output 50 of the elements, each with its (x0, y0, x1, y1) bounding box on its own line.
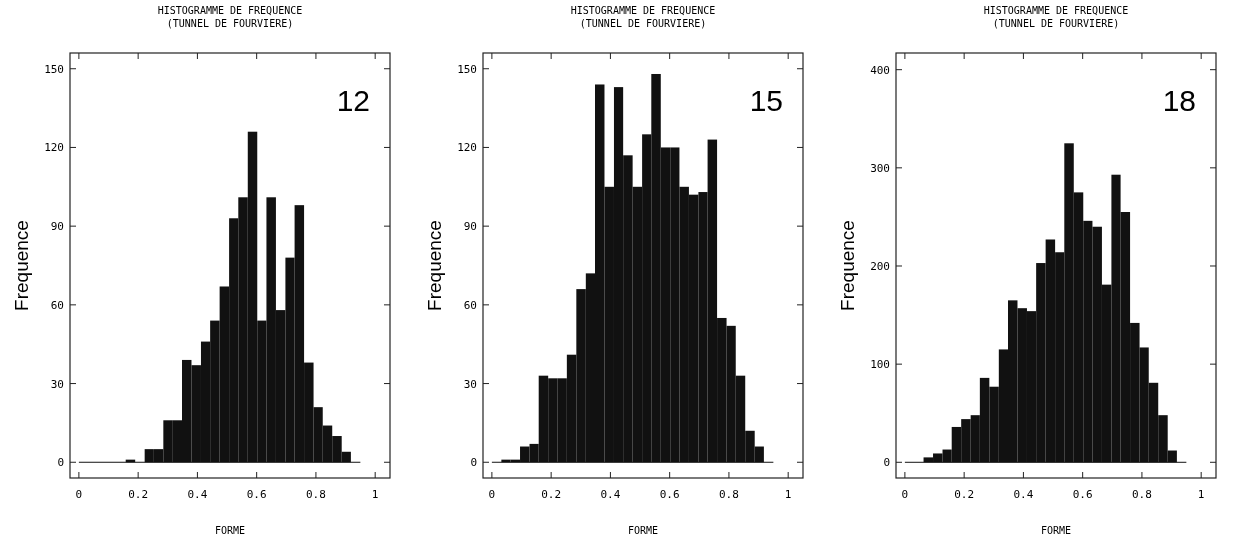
y-tick-label: 0 (883, 456, 890, 470)
chart-title: HISTOGRAMME DE FREQUENCE (570, 5, 716, 16)
chart-subtitle: (TUNNEL DE FOURVIERE) (166, 18, 294, 29)
y-tick-label: 90 (50, 220, 64, 234)
y-tick-label: 120 (44, 141, 64, 155)
y-tick-label: 300 (870, 161, 890, 175)
x-tick-label: 0.6 (246, 488, 267, 501)
y-tick-label: 60 (463, 298, 477, 312)
x-tick-label: 0.2 (128, 488, 149, 501)
x-tick-label: 1 (371, 488, 379, 501)
x-tick-label: 0.2 (954, 488, 975, 501)
x-tick-label: 0.4 (187, 488, 208, 501)
y-tick-label: 200 (870, 259, 890, 273)
y-tick-label: 400 (870, 63, 890, 77)
y-tick-label: 60 (50, 298, 64, 312)
chart-subtitle: (TUNNEL DE FOURVIERE) (992, 18, 1120, 29)
y-axis-title: Frequence (11, 220, 32, 311)
x-tick-label: 1 (784, 488, 792, 501)
x-tick-label: 0.6 (1072, 488, 1093, 501)
x-tick-label: 0.8 (718, 488, 739, 501)
annotation: 12 (336, 84, 370, 117)
x-tick-label: 0.8 (305, 488, 326, 501)
x-tick-label: 0 (901, 488, 909, 501)
x-tick-label: 0 (488, 488, 496, 501)
y-tick-label: 90 (463, 220, 477, 234)
chart-subtitle: (TUNNEL DE FOURVIERE) (579, 18, 707, 29)
y-axis-title: Frequence (424, 220, 445, 311)
x-axis-title: FORME (627, 525, 659, 536)
y-axis-title: Frequence (837, 220, 858, 311)
y-tick-label: 100 (870, 358, 890, 372)
x-tick-label: 0.4 (1013, 488, 1034, 501)
x-tick-label: 0.6 (659, 488, 680, 501)
x-tick-label: 1 (1197, 488, 1205, 501)
y-tick-label: 150 (457, 62, 477, 76)
y-tick-label: 0 (57, 456, 64, 470)
y-tick-label: 120 (457, 141, 477, 155)
x-axis-title: FORME (1040, 525, 1072, 536)
annotation: 15 (749, 84, 783, 117)
x-tick-label: 0.4 (600, 488, 621, 501)
y-tick-label: 30 (50, 377, 64, 391)
annotation: 18 (1162, 84, 1196, 117)
x-tick-label: 0.8 (1131, 488, 1152, 501)
x-axis-title: FORME (214, 525, 246, 536)
chart-title: HISTOGRAMME DE FREQUENCE (157, 5, 303, 16)
y-tick-label: 30 (463, 377, 477, 391)
y-tick-label: 0 (470, 456, 477, 470)
y-tick-label: 150 (44, 62, 64, 76)
x-tick-label: 0 (75, 488, 83, 501)
x-tick-label: 0.2 (541, 488, 562, 501)
chart-title: HISTOGRAMME DE FREQUENCE (983, 5, 1129, 16)
